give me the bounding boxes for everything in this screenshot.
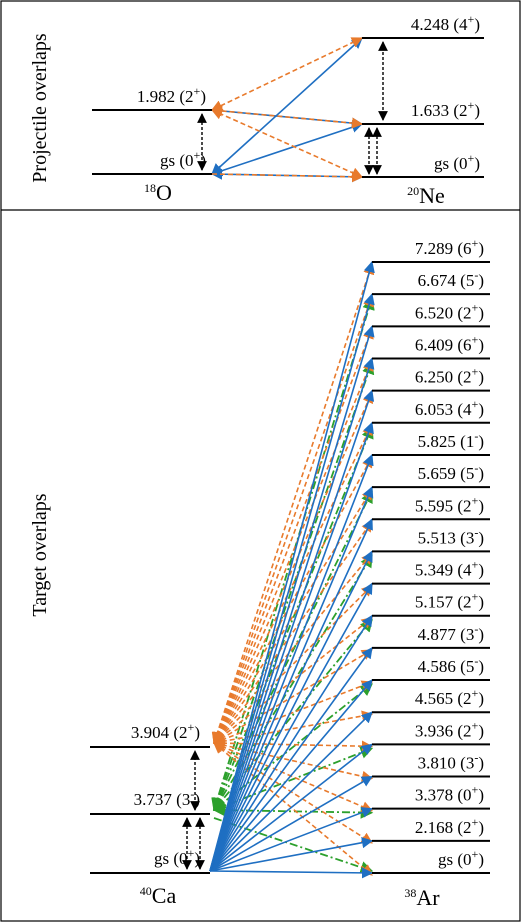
target-arrow-blue-1: [209, 837, 374, 872]
target-arrow-blue-8: [209, 614, 373, 872]
projectile-section-label: Projectile overlaps: [29, 33, 51, 183]
target-arrow-blue-16: [209, 357, 375, 872]
target-right-level-label-13: 5.825 (1-): [418, 429, 484, 451]
target-arrow-orange-14: [213, 423, 373, 745]
target-arrow-green-16: [211, 361, 375, 812]
proj-arrow-orange-2: [210, 108, 364, 179]
target-arrow-blue-6: [209, 679, 373, 872]
projectile-left-level-label-1: 1.982 (2+): [137, 84, 206, 106]
target-right-level-label-5: 4.565 (2+): [415, 686, 484, 708]
target-right-level-label-9: 5.349 (4+): [415, 558, 484, 580]
proj-arrow-orange-3: [211, 171, 364, 183]
target-right-level-label-3: 3.810 (3-): [418, 751, 484, 773]
target-arrow-blue-14: [209, 421, 374, 872]
projectile-right-level-label-0: gs (0+): [434, 151, 480, 173]
target-right-level-label-11: 5.595 (2+): [415, 493, 484, 515]
target-right-level-label-19: 7.289 (6+): [415, 236, 484, 258]
proj-arrow-orange-0: [210, 37, 364, 111]
target-left-nucleus: 40Ca: [140, 883, 177, 908]
target-arrow-blue-0: [209, 867, 374, 879]
target-right-level-label-4: 3.936 (2+): [415, 718, 484, 740]
target-arrow-blue-15: [209, 389, 375, 872]
energy-levels: [90, 37, 490, 874]
target-right-level-label-16: 6.409 (6+): [415, 332, 484, 354]
target-right-nucleus: 38Ar: [404, 885, 440, 910]
target-arrow-orange-19: [211, 262, 375, 745]
target-left-level-label-1: 3.737 (3-): [134, 787, 200, 809]
target-arrow-blue-18: [209, 293, 375, 872]
target-left-level-label-0: gs (0+): [154, 846, 200, 868]
target-arrow-orange-16: [212, 359, 374, 745]
target-arrow-blue-5: [209, 711, 373, 872]
target-arrow-orange-1: [213, 742, 373, 844]
target-right-level-label-6: 4.586 (5-): [418, 654, 484, 676]
target-left-level-label-2: 3.904 (2+): [131, 720, 200, 742]
target-right-level-label-17: 6.520 (2+): [415, 300, 484, 322]
target-arrow-blue-10: [209, 550, 373, 872]
target-arrow-orange-13: [213, 455, 373, 744]
target-right-level-label-2: 3.378 (0+): [415, 783, 484, 805]
target-right-level-label-10: 5.513 (3-): [418, 525, 484, 547]
target-right-level-label-12: 5.659 (5-): [418, 461, 484, 483]
projectile-right-nucleus: 20Ne: [407, 183, 445, 208]
projectile-left-level-label-0: gs (0+): [160, 148, 206, 170]
target-right-level-label-15: 6.250 (2+): [415, 365, 484, 387]
target-arrow-blue-11: [209, 518, 373, 872]
target-right-level-label-1: 2.168 (2+): [415, 815, 484, 837]
target-arrow-blue-4: [209, 743, 373, 872]
projectile-right-level-label-2: 4.248 (4+): [411, 12, 480, 34]
projectile-left-nucleus: 18O: [144, 180, 172, 205]
target-arrow-blue-7: [209, 646, 373, 872]
target-right-level-label-8: 5.157 (2+): [415, 590, 484, 612]
target-arrow-blue-2: [209, 807, 374, 872]
transition-arrows: [182, 37, 388, 879]
target-arrow-blue-17: [209, 325, 375, 872]
target-arrow-blue-13: [209, 453, 374, 872]
target-arrow-blue-9: [209, 582, 373, 872]
target-right-level-label-18: 6.674 (5-): [418, 268, 484, 290]
target-section-label: Target overlaps: [29, 493, 51, 616]
projectile-right-level-label-1: 1.633 (2+): [411, 98, 480, 120]
target-right-level-label-14: 6.053 (4+): [415, 397, 484, 419]
target-arrow-blue-19: [209, 260, 375, 872]
target-arrow-blue-3: [209, 775, 373, 872]
target-arrow-blue-12: [209, 486, 374, 872]
proj-arrow-blue-0: [211, 37, 363, 175]
target-right-level-label-7: 4.877 (3-): [418, 622, 484, 644]
level-labels: gs (0+) 1.982 (2+) gs (0+) 1.633 (2+) 4.248 …: [131, 12, 484, 910]
target-right-level-label-0: gs (0+): [438, 847, 484, 869]
